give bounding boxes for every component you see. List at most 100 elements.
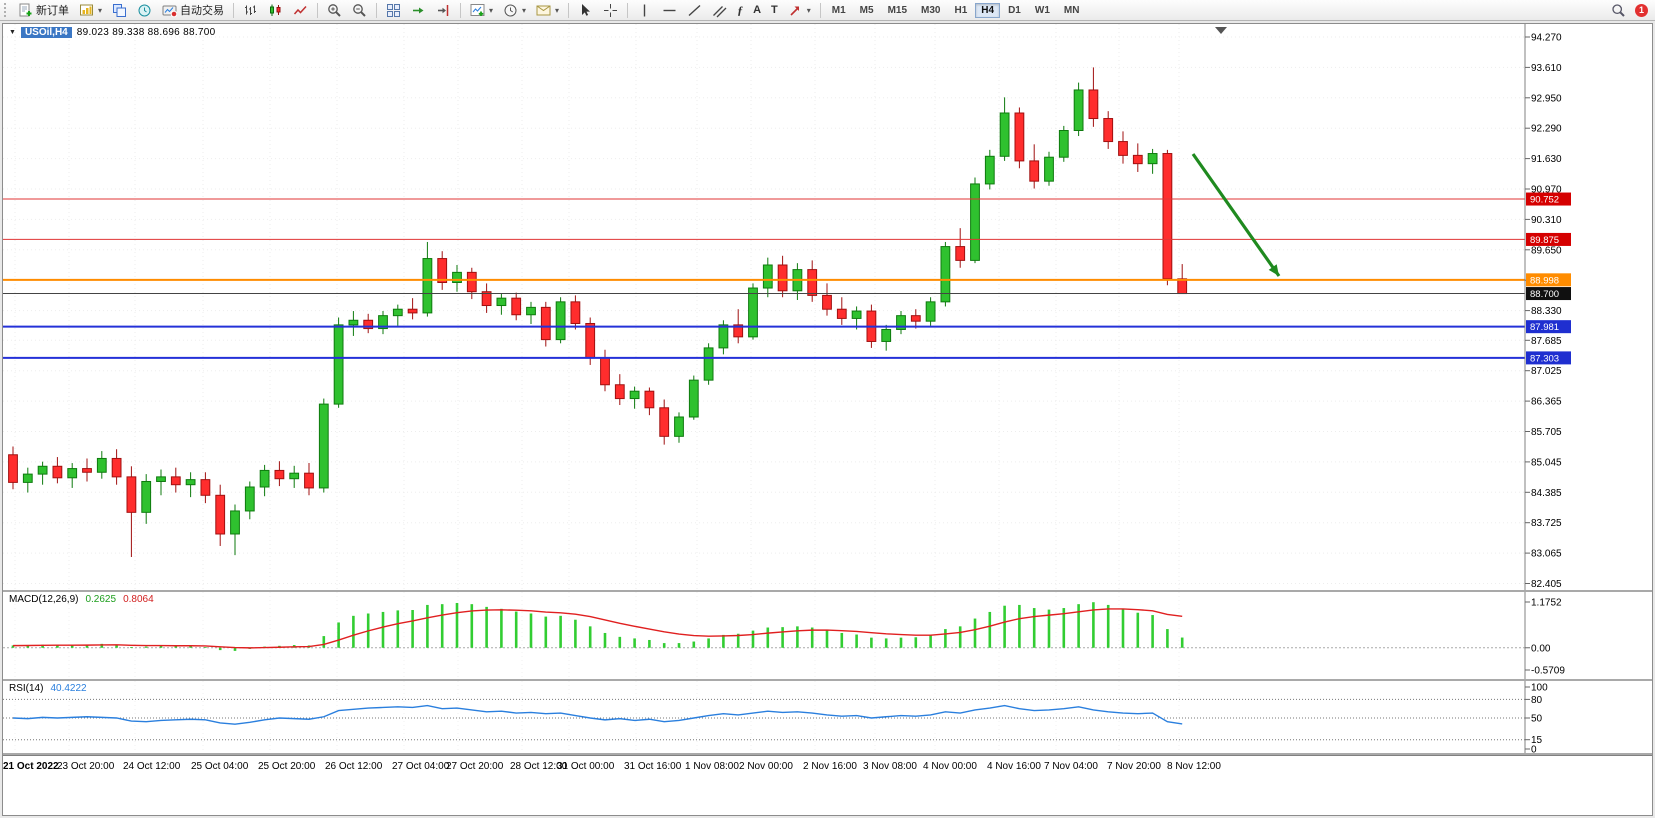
svg-text:1.1752: 1.1752 bbox=[1531, 598, 1562, 609]
macd-signal-value: 0.8064 bbox=[123, 594, 154, 605]
rsi-pane[interactable]: 100 80 50 15 0 RSI(14) 40.4222 bbox=[3, 681, 1652, 755]
time-axis-label: 21 Oct 2022 bbox=[3, 761, 59, 772]
dropdown-caret[interactable]: ▾ bbox=[489, 5, 494, 15]
svg-text:93.610: 93.610 bbox=[1531, 63, 1562, 74]
dropdown-caret[interactable]: ▾ bbox=[806, 5, 811, 15]
svg-text:91.630: 91.630 bbox=[1531, 154, 1562, 165]
line-chart-icon bbox=[293, 5, 307, 14]
text-button[interactable]: A bbox=[749, 2, 765, 19]
svg-text:88.330: 88.330 bbox=[1531, 306, 1562, 317]
timeframe-M5[interactable]: M5 bbox=[854, 3, 880, 18]
trendline-icon bbox=[688, 4, 701, 16]
auto-scroll-button[interactable] bbox=[407, 1, 430, 20]
timeframe-M30[interactable]: M30 bbox=[915, 3, 946, 18]
new-order-button[interactable]: 新订单 bbox=[14, 0, 73, 20]
line-chart-button[interactable] bbox=[289, 1, 312, 20]
templates-icon bbox=[536, 5, 551, 15]
zoom-in-button[interactable] bbox=[323, 1, 346, 20]
zoom-in-icon bbox=[328, 3, 341, 17]
svg-text:80: 80 bbox=[1531, 695, 1543, 706]
fibonacci-icon: ƒ bbox=[737, 2, 744, 17]
toolbar-separator bbox=[376, 2, 378, 18]
dropdown-caret[interactable]: ▾ bbox=[522, 5, 527, 15]
time-axis-label: 27 Oct 20:00 bbox=[446, 761, 504, 772]
chart-window[interactable]: 94.270 93.610 92.950 92.290 91.630 90.970 90.3… bbox=[2, 23, 1653, 816]
crosshair-button[interactable] bbox=[599, 1, 622, 20]
tile-windows-button[interactable] bbox=[382, 1, 405, 20]
bar-chart-icon bbox=[245, 5, 257, 15]
cursor-button[interactable] bbox=[574, 1, 597, 20]
svg-text:-0.5709: -0.5709 bbox=[1531, 666, 1565, 677]
text-label-button[interactable]: T bbox=[767, 2, 782, 19]
toolbar-grip[interactable] bbox=[4, 3, 9, 17]
svg-text:86.365: 86.365 bbox=[1531, 397, 1562, 408]
chart-shift-icon bbox=[438, 4, 449, 16]
svg-text:89.875: 89.875 bbox=[1530, 235, 1559, 246]
macd-canvas[interactable]: 1.1752 0.00 -0.5709 bbox=[3, 592, 1652, 679]
dropdown-caret[interactable]: ▾ bbox=[98, 5, 103, 15]
timeframe-D1[interactable]: D1 bbox=[1002, 3, 1027, 18]
indicators-button[interactable]: ▾ bbox=[466, 1, 497, 20]
time-axis-label: 4 Nov 00:00 bbox=[923, 761, 977, 772]
templates-button[interactable]: ▾ bbox=[532, 1, 563, 20]
time-axis-label: 24 Oct 12:00 bbox=[123, 761, 181, 772]
timeframe-H1[interactable]: H1 bbox=[948, 3, 973, 18]
macd-caption: MACD(12,26,9) 0.2625 0.8064 bbox=[9, 594, 154, 605]
new-order-icon bbox=[19, 3, 32, 16]
timeframe-M1[interactable]: M1 bbox=[826, 3, 852, 18]
svg-text:85.705: 85.705 bbox=[1531, 427, 1562, 438]
svg-text:50: 50 bbox=[1531, 714, 1543, 725]
time-axis-label: 4 Nov 16:00 bbox=[987, 761, 1041, 772]
timeframe-W1[interactable]: W1 bbox=[1029, 3, 1056, 18]
new-chart-button[interactable]: ▾ bbox=[75, 1, 106, 20]
timeframe-H4[interactable]: H4 bbox=[975, 2, 1001, 18]
svg-text:92.290: 92.290 bbox=[1531, 124, 1562, 135]
main-price-pane[interactable]: 94.270 93.610 92.950 92.290 91.630 90.970 90.3… bbox=[3, 24, 1652, 592]
profiles-button[interactable] bbox=[108, 1, 131, 20]
macd-pane[interactable]: 1.1752 0.00 -0.5709 MACD(12,26,9) 0.2625 0… bbox=[3, 592, 1652, 681]
time-axis-label: 3 Nov 08:00 bbox=[863, 761, 917, 772]
time-axis-label: 28 Oct 12:00 bbox=[510, 761, 568, 772]
market-watch-button[interactable] bbox=[133, 1, 156, 20]
chart-shift-button[interactable] bbox=[432, 1, 455, 20]
macd-label: MACD(12,26,9) bbox=[9, 594, 79, 605]
toolbar-separator bbox=[317, 2, 319, 18]
bottom-filler bbox=[3, 778, 1652, 815]
autotrade-button[interactable]: 自动交易 bbox=[158, 0, 228, 20]
dropdown-caret[interactable]: ▾ bbox=[555, 5, 560, 15]
svg-text:85.045: 85.045 bbox=[1531, 457, 1562, 468]
time-axis-label: 31 Oct 16:00 bbox=[624, 761, 682, 772]
toolbar: 新订单 ▾ 自动交易 ▾ bbox=[0, 0, 1655, 21]
svg-text:0: 0 bbox=[1531, 745, 1537, 754]
arrows-button[interactable]: ▾ bbox=[784, 1, 815, 20]
trendline-button[interactable] bbox=[683, 1, 706, 20]
time-axis-label: 25 Oct 20:00 bbox=[258, 761, 316, 772]
notification-badge[interactable]: 1 bbox=[1635, 3, 1648, 17]
toolbar-separator bbox=[568, 2, 570, 18]
candlestick-chart-button[interactable] bbox=[264, 1, 287, 20]
timeframe-M15[interactable]: M15 bbox=[882, 3, 913, 18]
fibonacci-button[interactable]: ƒ bbox=[733, 2, 747, 19]
svg-text:83.065: 83.065 bbox=[1531, 549, 1562, 560]
rsi-label: RSI(14) bbox=[9, 683, 44, 694]
bar-chart-button[interactable] bbox=[239, 1, 262, 20]
search-button[interactable] bbox=[1607, 1, 1630, 20]
svg-text:87.025: 87.025 bbox=[1531, 366, 1562, 377]
timeframe-MN[interactable]: MN bbox=[1058, 3, 1086, 18]
toolbar-separator bbox=[460, 2, 462, 18]
periods-button[interactable]: ▾ bbox=[499, 1, 530, 20]
svg-text:90.970: 90.970 bbox=[1531, 184, 1562, 195]
equidistant-channel-button[interactable] bbox=[708, 1, 731, 20]
one-click-collapse-icon[interactable]: ▼ bbox=[9, 29, 16, 36]
search-icon bbox=[1612, 3, 1625, 17]
main-chart-canvas[interactable]: 94.270 93.610 92.950 92.290 91.630 90.970 90.3… bbox=[3, 24, 1652, 590]
svg-text:0.00: 0.00 bbox=[1531, 643, 1551, 654]
svg-text:100: 100 bbox=[1531, 683, 1548, 694]
time-axis[interactable]: 21 Oct 2022 23 Oct 20:00 24 Oct 12:00 25 Oc… bbox=[3, 755, 1652, 778]
svg-text:90.752: 90.752 bbox=[1530, 195, 1559, 206]
time-axis-label: 2 Nov 00:00 bbox=[739, 761, 793, 772]
vertical-line-button[interactable] bbox=[633, 1, 656, 20]
horizontal-line-button[interactable] bbox=[658, 1, 681, 20]
zoom-out-button[interactable] bbox=[348, 1, 371, 20]
